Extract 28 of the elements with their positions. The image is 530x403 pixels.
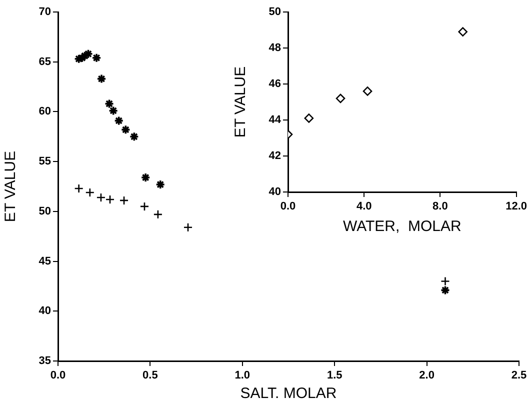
y-tick-label: 40 <box>268 186 281 198</box>
x-tick-label: 2.0 <box>419 370 434 382</box>
y-tick-label: 60 <box>38 106 51 118</box>
y-tick-label: 50 <box>268 6 281 18</box>
y-tick-label: 65 <box>38 56 51 68</box>
y-tick-label: 44 <box>268 114 282 126</box>
x-tick-label: 0.5 <box>142 370 158 382</box>
y-tick-label: 50 <box>38 205 51 218</box>
y-tick-label: 48 <box>268 42 281 54</box>
y-tick-label: 42 <box>268 150 281 162</box>
x-tick-label: 4.0 <box>356 200 372 213</box>
y-tick-label: 35 <box>38 355 51 368</box>
x-tick-label: 2.5 <box>511 370 527 382</box>
x-tick-label: 12.0 <box>506 200 528 213</box>
y-tick-label: 45 <box>38 255 51 268</box>
x-axis-title: WATER, MOLAR <box>342 218 462 236</box>
x-tick-label: 0.0 <box>50 370 66 382</box>
y-tick-label: 55 <box>38 156 51 168</box>
y-tick-label: 46 <box>268 78 281 90</box>
x-tick-label: 1.5 <box>326 370 342 382</box>
y-axis-title: ET VALUE <box>2 150 20 222</box>
x-tick-label: 8.0 <box>432 200 448 213</box>
x-axis-title: SALT. MOLAR <box>240 385 337 402</box>
y-axis-title: ET VALUE <box>232 66 250 138</box>
x-tick-label: 0.0 <box>280 200 296 213</box>
y-tick-label: 70 <box>38 6 51 18</box>
y-tick-label: 40 <box>38 305 51 318</box>
x-tick-label: 1.0 <box>234 370 250 382</box>
